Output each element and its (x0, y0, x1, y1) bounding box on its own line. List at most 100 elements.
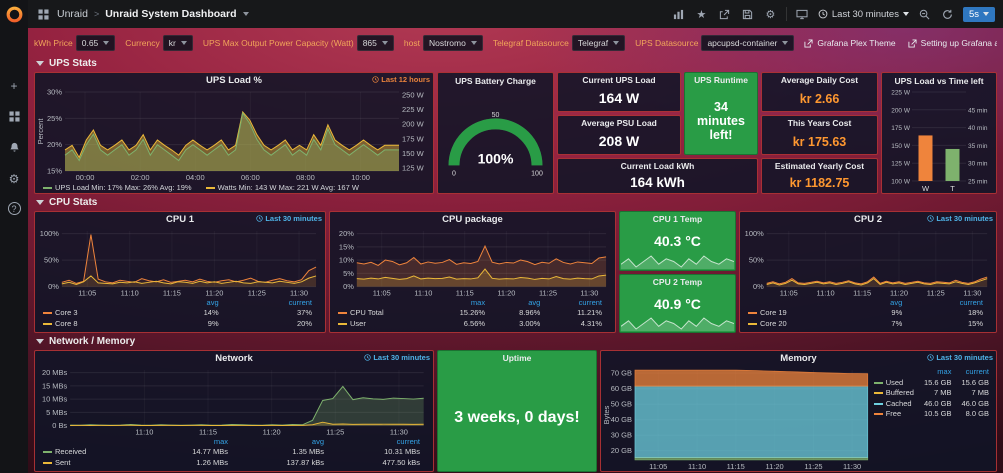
legend-header[interactable]: current (965, 367, 989, 376)
share-icon[interactable] (717, 7, 732, 21)
legend-header[interactable]: avg (890, 297, 903, 307)
legend-value: 46.0 GB (961, 398, 989, 408)
add-panel-icon[interactable] (671, 7, 686, 21)
legend-value: 15.26% (459, 308, 486, 317)
legend-header[interactable]: current (396, 436, 420, 446)
cpu2-chart[interactable]: 0% 50% 100% 11:05 11:10 11:15 11:20 11:25 11:30 (740, 226, 996, 298)
panel-network: Network Last 30 minutes 0 Bs 5 MBs 10 MBs 1… (34, 350, 434, 472)
row-header-network-memory[interactable]: Network / Memory (36, 334, 997, 349)
legend-header[interactable]: avg (206, 297, 219, 307)
dashboard-content: kWh Price 0.65 Currency kr UPS Max Outpu… (28, 28, 1003, 473)
panel-title[interactable]: Memory Last 30 minutes (780, 353, 993, 364)
panel-title[interactable]: CPU 2 Temp (652, 277, 703, 287)
panel-title[interactable]: Network Last 30 minutes (215, 353, 430, 364)
legend-header[interactable]: current (288, 297, 312, 307)
legend-header[interactable]: max (213, 436, 229, 446)
cycle-view-monitor-icon[interactable] (795, 7, 810, 21)
sidebar-nav: + ⚙ ? (7, 78, 22, 215)
breadcrumb-dashboard-title[interactable]: Unraid System Dashboard (105, 8, 237, 20)
breadcrumb-folder[interactable]: Unraid (57, 8, 88, 20)
settings-gear-icon[interactable]: ⚙ (765, 8, 776, 21)
zoom-out-icon[interactable] (917, 7, 932, 21)
series-name[interactable]: CPU Total (350, 308, 384, 317)
series-name[interactable]: Free (885, 409, 902, 418)
series-color-dash (43, 322, 52, 325)
dashboards-icon[interactable] (7, 109, 22, 124)
legend-value: 1.26 MBs (196, 457, 229, 467)
legend-row: User 6.56% 3.00% 4.31% (338, 319, 607, 330)
panel-title[interactable]: UPS Runtime (694, 75, 748, 85)
panel-title[interactable]: CPU 1 Last 30 minutes (166, 214, 322, 225)
variable-value-dropdown[interactable]: Telegraf (571, 35, 626, 51)
series-name[interactable]: Core 3 (55, 308, 78, 317)
panel-cpu-1: CPU 1 Last 30 minutes 0% 50% 100% 11:05 11:1… (34, 211, 326, 333)
svg-text:11:05: 11:05 (373, 289, 391, 298)
svg-text:0%: 0% (753, 282, 764, 291)
panel-title[interactable]: Current Load kWh (620, 161, 695, 171)
panel-title[interactable]: UPS Load vs Time left (894, 75, 984, 86)
variable-value-dropdown[interactable]: Nostromo (422, 35, 483, 51)
battery-gauge[interactable]: 100% 0 50 100 (438, 87, 553, 193)
series-name[interactable]: Received (55, 447, 87, 456)
legend-header[interactable]: current (959, 297, 983, 307)
legend-item[interactable]: Watts Min: 143 W Max: 221 W Avg: 167 W (205, 183, 359, 192)
variable-value-dropdown[interactable]: 865 (356, 35, 394, 51)
save-icon[interactable] (740, 7, 755, 21)
grafana-logo-icon[interactable] (0, 0, 28, 28)
panel-title[interactable]: UPS Load % Last 12 hours (206, 75, 430, 86)
legend-value: 46.0 GB (923, 398, 952, 408)
variable-value-dropdown[interactable]: apcupsd-container (701, 35, 795, 51)
clock-icon (927, 354, 934, 361)
panel-title[interactable]: Current UPS Load (582, 75, 656, 85)
variable-value-dropdown[interactable]: 0.65 (75, 35, 116, 51)
svg-text:W: W (922, 184, 930, 193)
panel-title[interactable]: Uptime (502, 353, 532, 363)
legend-item[interactable]: UPS Load Min: 17% Max: 26% Avg: 19% (43, 183, 192, 192)
panel-title[interactable]: Average Daily Cost (780, 75, 859, 85)
legend-header[interactable]: current (578, 297, 602, 307)
series-color-dash (205, 187, 215, 190)
panel-title[interactable]: CPU 1 Temp (652, 214, 703, 224)
link-ups-monitoring-guide[interactable]: Setting up Grafana and InfluxDB for UPS … (908, 38, 997, 48)
series-name[interactable]: Core 8 (55, 318, 78, 328)
help-icon[interactable]: ? (7, 202, 21, 215)
legend-value: 14% (203, 308, 219, 317)
ups-load-chart[interactable]: 15% 20% 25% 30% 125 W 150 W 175 W 200 W 225 W 250… (35, 87, 433, 183)
dashboard-grid-icon[interactable] (36, 7, 51, 21)
series-name[interactable]: Sent (55, 457, 71, 467)
series-name[interactable]: Used (885, 377, 904, 387)
series-name[interactable]: Core 20 (760, 318, 787, 328)
panel-title[interactable]: Estimated Yearly Cost (774, 161, 865, 171)
row-header-cpu-stats[interactable]: CPU Stats (36, 195, 997, 210)
configuration-gear-icon[interactable]: ⚙ (8, 171, 20, 186)
star-icon[interactable]: ★ (696, 8, 707, 21)
panel-title[interactable]: This Years Cost (787, 118, 852, 128)
legend-value: 15.6 GB (923, 377, 952, 387)
create-plus-icon[interactable]: + (10, 78, 18, 93)
panel-title[interactable]: UPS Battery Charge (455, 75, 536, 86)
network-chart[interactable]: 0 Bs 5 MBs 10 MBs 15 MBs 20 MBs 11:10 11:15 11:… (35, 365, 433, 437)
panel-title[interactable]: CPU package (442, 214, 503, 225)
link-grafana-plex-theme[interactable]: Grafana Plex Theme (804, 38, 896, 48)
refresh-icon[interactable] (940, 7, 955, 21)
ups-load-vs-time-bar-chart[interactable]: 100 W 125 W 150 W 175 W 200 W 225 W 25 min 30 m… (882, 87, 996, 194)
panel-title[interactable]: CPU 2 Last 30 minutes (854, 214, 993, 225)
cpu1-chart[interactable]: 0% 50% 100% 11:05 11:10 11:15 11:20 11:25 11:30 (35, 226, 325, 298)
refresh-interval-dropdown[interactable]: 5s (962, 6, 995, 22)
memory-chart[interactable]: 20 GB 30 GB 40 GB 50 GB 60 GB 70 GB 11:05 11:10… (601, 365, 874, 471)
series-name[interactable]: User (350, 318, 366, 328)
legend-header[interactable]: max (470, 297, 486, 307)
time-range-picker[interactable]: Last 30 minutes (818, 9, 909, 20)
variable-value-dropdown[interactable]: kr (162, 35, 193, 51)
series-name[interactable]: Cached (885, 398, 912, 408)
legend-header[interactable]: avg (311, 436, 324, 446)
alerting-bell-icon[interactable] (7, 140, 22, 155)
legend-header[interactable]: max (937, 367, 952, 376)
caret-down-icon (613, 41, 620, 45)
cpu-package-chart[interactable]: 0% 5% 10% 15% 20% 11:05 11:10 11:15 11:20 11:25 11… (330, 226, 615, 298)
series-name[interactable]: Buffered (885, 388, 914, 397)
legend-header[interactable]: avg (528, 297, 541, 307)
panel-title[interactable]: Average PSU Load (581, 118, 657, 128)
series-name[interactable]: Core 19 (760, 308, 787, 317)
row-header-ups-stats[interactable]: UPS Stats (36, 56, 997, 71)
